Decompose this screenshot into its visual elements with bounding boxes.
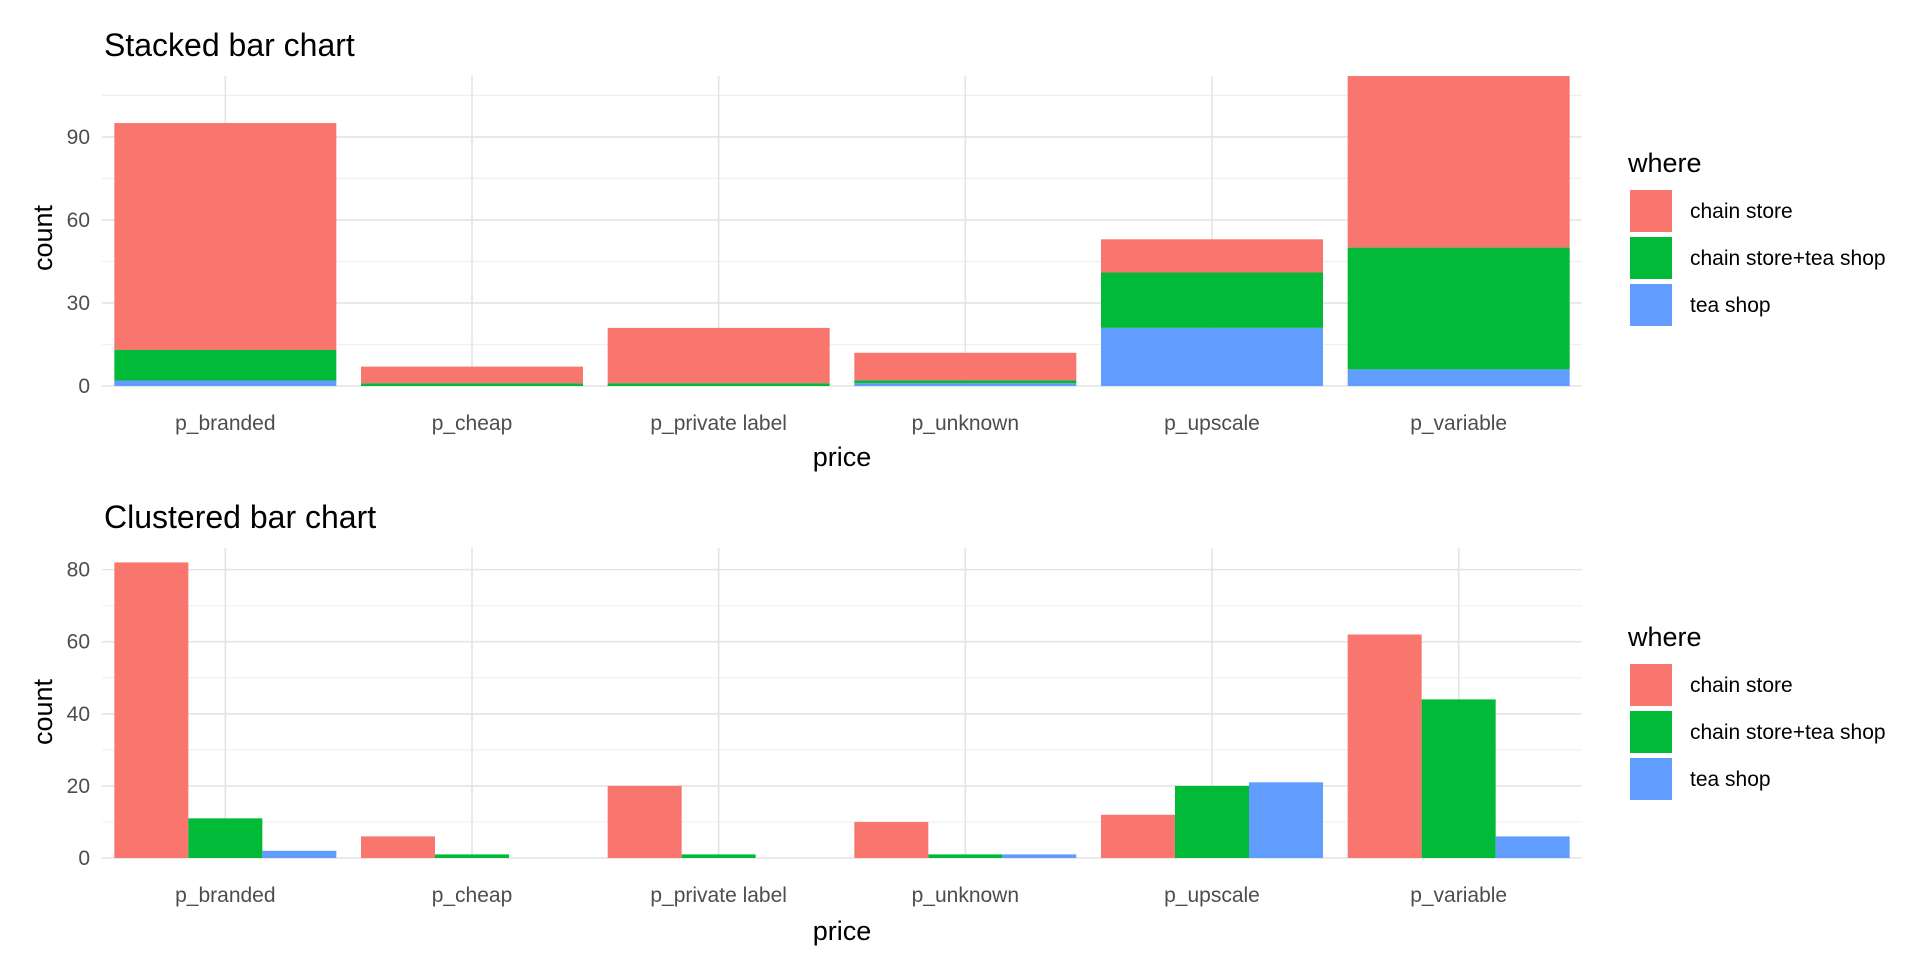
bar-segment bbox=[1347, 247, 1570, 370]
bar-segment bbox=[361, 366, 583, 384]
legend-swatch bbox=[1630, 711, 1672, 753]
legend-swatch bbox=[1630, 758, 1672, 800]
x-tick-label: p_cheap bbox=[432, 412, 513, 435]
x-tick-label: p_unknown bbox=[912, 412, 1019, 435]
y-tick-label: 90 bbox=[67, 126, 90, 149]
bar-segment bbox=[1101, 272, 1323, 328]
bar bbox=[361, 836, 435, 858]
y-tick-label: 20 bbox=[67, 775, 90, 798]
bar-segment bbox=[114, 350, 337, 381]
y-axis-label: count bbox=[28, 204, 58, 271]
bar bbox=[262, 850, 337, 858]
y-axis-label: count bbox=[28, 678, 58, 745]
x-tick-label: p_private label bbox=[650, 412, 787, 435]
legend-swatch bbox=[1630, 190, 1672, 232]
bar bbox=[1175, 785, 1249, 858]
legend-label: chain store+tea shop bbox=[1690, 247, 1886, 270]
x-tick-label: p_variable bbox=[1410, 412, 1507, 435]
bar-segment bbox=[114, 123, 337, 351]
bar-segment bbox=[1347, 369, 1570, 386]
bar bbox=[928, 854, 1003, 858]
bar bbox=[1495, 836, 1570, 858]
x-tick-label: p_cheap bbox=[432, 884, 513, 907]
legend: where chain store chain store+tea shop tea … bbox=[1627, 622, 1886, 800]
x-tick-label: p_variable bbox=[1410, 884, 1507, 907]
chart-title: Clustered bar chart bbox=[104, 499, 376, 535]
bar-segment bbox=[607, 383, 830, 386]
legend-label: chain store bbox=[1690, 200, 1793, 223]
stacked-bar-chart-panel: Stacked bar chart 0 30 60 90 p_branded p_cheap… bbox=[28, 27, 1886, 472]
bar bbox=[1101, 814, 1175, 858]
legend-title: where bbox=[1627, 622, 1702, 652]
bar-segment bbox=[1101, 239, 1323, 273]
bar-segment bbox=[1347, 76, 1570, 248]
bar bbox=[114, 562, 189, 858]
bar bbox=[188, 818, 263, 858]
legend-swatch bbox=[1630, 284, 1672, 326]
legend-title: where bbox=[1627, 148, 1702, 178]
legend: where chain store chain store+tea shop tea … bbox=[1627, 148, 1886, 326]
x-axis-label: price bbox=[813, 442, 872, 472]
bar-segment bbox=[361, 383, 583, 386]
bar-segment bbox=[607, 327, 830, 384]
legend-label: chain store+tea shop bbox=[1690, 721, 1886, 744]
legend-swatch bbox=[1630, 237, 1672, 279]
bar-segment bbox=[854, 352, 1077, 381]
y-tick-label: 0 bbox=[78, 375, 90, 398]
legend-label: chain store bbox=[1690, 674, 1793, 697]
x-tick-label: p_upscale bbox=[1164, 412, 1260, 435]
legend-label: tea shop bbox=[1690, 294, 1771, 317]
bar bbox=[1249, 782, 1323, 858]
bar-segment bbox=[114, 380, 337, 386]
bar-segment bbox=[854, 380, 1077, 384]
x-tick-label: p_branded bbox=[175, 884, 275, 907]
bar bbox=[607, 785, 682, 858]
bar-segment bbox=[1101, 327, 1323, 386]
x-axis-label: price bbox=[813, 916, 872, 946]
legend-label: tea shop bbox=[1690, 768, 1771, 791]
bar bbox=[1347, 634, 1422, 858]
y-tick-label: 80 bbox=[67, 559, 90, 582]
y-tick-label: 40 bbox=[67, 703, 90, 726]
bar-segment bbox=[854, 383, 1077, 386]
clustered-bar-chart-panel: Clustered bar chart 0 20 40 60 80 p_branded p_c… bbox=[28, 499, 1886, 946]
y-tick-label: 60 bbox=[67, 209, 90, 232]
y-tick-label: 30 bbox=[67, 292, 90, 315]
x-tick-label: p_unknown bbox=[912, 884, 1019, 907]
x-tick-label: p_branded bbox=[175, 412, 275, 435]
bar bbox=[681, 854, 756, 858]
y-tick-label: 0 bbox=[78, 847, 90, 870]
bar bbox=[435, 854, 509, 858]
x-tick-label: p_private label bbox=[650, 884, 787, 907]
bar bbox=[854, 821, 929, 858]
bar bbox=[1002, 854, 1077, 858]
y-tick-label: 60 bbox=[67, 631, 90, 654]
bar bbox=[1421, 699, 1496, 858]
x-tick-label: p_upscale bbox=[1164, 884, 1260, 907]
chart-title: Stacked bar chart bbox=[104, 27, 355, 63]
legend-swatch bbox=[1630, 664, 1672, 706]
